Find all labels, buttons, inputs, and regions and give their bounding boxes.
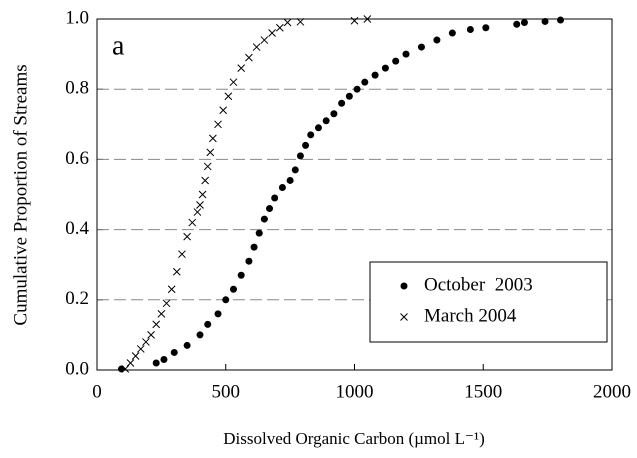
point bbox=[520, 19, 528, 27]
point bbox=[237, 64, 246, 72]
point bbox=[188, 218, 197, 227]
point bbox=[381, 64, 389, 72]
point bbox=[229, 78, 238, 87]
point bbox=[541, 17, 549, 25]
point bbox=[157, 309, 166, 318]
point bbox=[268, 29, 276, 37]
point bbox=[302, 141, 310, 149]
point bbox=[237, 271, 245, 279]
point bbox=[361, 78, 369, 86]
point bbox=[170, 348, 178, 356]
point bbox=[152, 320, 161, 329]
y-tick-label: 0.0 bbox=[65, 358, 89, 379]
point bbox=[314, 124, 322, 132]
point bbox=[198, 190, 207, 199]
point bbox=[147, 331, 155, 339]
plot-frame bbox=[96, 18, 613, 371]
point bbox=[117, 365, 125, 373]
point bbox=[131, 352, 140, 360]
point bbox=[392, 57, 400, 65]
point bbox=[322, 117, 330, 125]
point bbox=[260, 215, 268, 223]
point bbox=[296, 152, 304, 160]
point bbox=[219, 106, 228, 115]
legend-box bbox=[369, 261, 608, 343]
point bbox=[126, 359, 135, 367]
point bbox=[255, 229, 263, 237]
x-tick-label: 1500 bbox=[464, 381, 502, 402]
point bbox=[229, 285, 237, 293]
point bbox=[482, 24, 490, 32]
point bbox=[214, 310, 222, 318]
x-tick-label: 0 bbox=[92, 381, 102, 402]
point bbox=[121, 365, 130, 373]
point bbox=[172, 267, 181, 276]
y-tick-label: 0.8 bbox=[65, 78, 89, 99]
point bbox=[283, 18, 292, 27]
point bbox=[209, 134, 217, 143]
point bbox=[260, 36, 269, 44]
point bbox=[196, 201, 204, 209]
x-tick-label: 2000 bbox=[593, 381, 631, 402]
point bbox=[371, 71, 379, 79]
legend-label: March 2004 bbox=[424, 305, 517, 326]
y-tick-label: 0.2 bbox=[65, 288, 89, 309]
point bbox=[245, 257, 253, 265]
point bbox=[222, 296, 230, 304]
point bbox=[291, 166, 299, 174]
point bbox=[162, 299, 171, 308]
point bbox=[252, 43, 261, 51]
point bbox=[196, 331, 204, 339]
point bbox=[178, 250, 186, 259]
point bbox=[167, 285, 176, 294]
point bbox=[466, 26, 474, 34]
point bbox=[557, 16, 564, 24]
point bbox=[417, 43, 425, 51]
point bbox=[203, 162, 212, 171]
point bbox=[193, 208, 202, 216]
y-tick-label: 0.4 bbox=[65, 218, 89, 239]
point bbox=[201, 176, 210, 185]
point bbox=[286, 176, 294, 184]
point bbox=[152, 359, 160, 367]
point bbox=[206, 148, 215, 157]
point bbox=[296, 17, 305, 26]
point bbox=[338, 99, 346, 107]
y-axis-label: Cumulative Proportion of Streams bbox=[10, 64, 31, 325]
point bbox=[271, 194, 279, 202]
point bbox=[142, 338, 150, 346]
point bbox=[250, 243, 258, 251]
point bbox=[363, 15, 372, 23]
legend-label: October 2003 bbox=[424, 274, 533, 295]
x-axis-label: Dissolved Organic Carbon (µmol L⁻¹) bbox=[223, 429, 485, 448]
point bbox=[266, 205, 274, 213]
point bbox=[402, 50, 410, 58]
y-tick-label: 1.0 bbox=[65, 7, 89, 28]
legend-marker bbox=[400, 313, 408, 321]
point bbox=[224, 92, 233, 101]
point bbox=[160, 355, 168, 363]
point bbox=[245, 53, 253, 62]
y-tick-label: 0.6 bbox=[65, 148, 89, 169]
point bbox=[433, 36, 441, 44]
point bbox=[353, 85, 361, 93]
point bbox=[513, 20, 521, 28]
point bbox=[330, 110, 338, 118]
point bbox=[448, 29, 456, 37]
panel-label: a bbox=[112, 30, 125, 61]
legend-marker bbox=[400, 282, 408, 290]
x-tick-label: 500 bbox=[212, 381, 241, 402]
point bbox=[214, 120, 222, 129]
point bbox=[278, 183, 286, 191]
point bbox=[345, 92, 353, 100]
x-tick-label: 1000 bbox=[336, 381, 374, 402]
point bbox=[183, 232, 191, 241]
point bbox=[275, 23, 284, 32]
point bbox=[136, 345, 145, 353]
point bbox=[307, 131, 315, 139]
point bbox=[350, 16, 359, 25]
point bbox=[183, 341, 191, 349]
point bbox=[204, 320, 212, 328]
